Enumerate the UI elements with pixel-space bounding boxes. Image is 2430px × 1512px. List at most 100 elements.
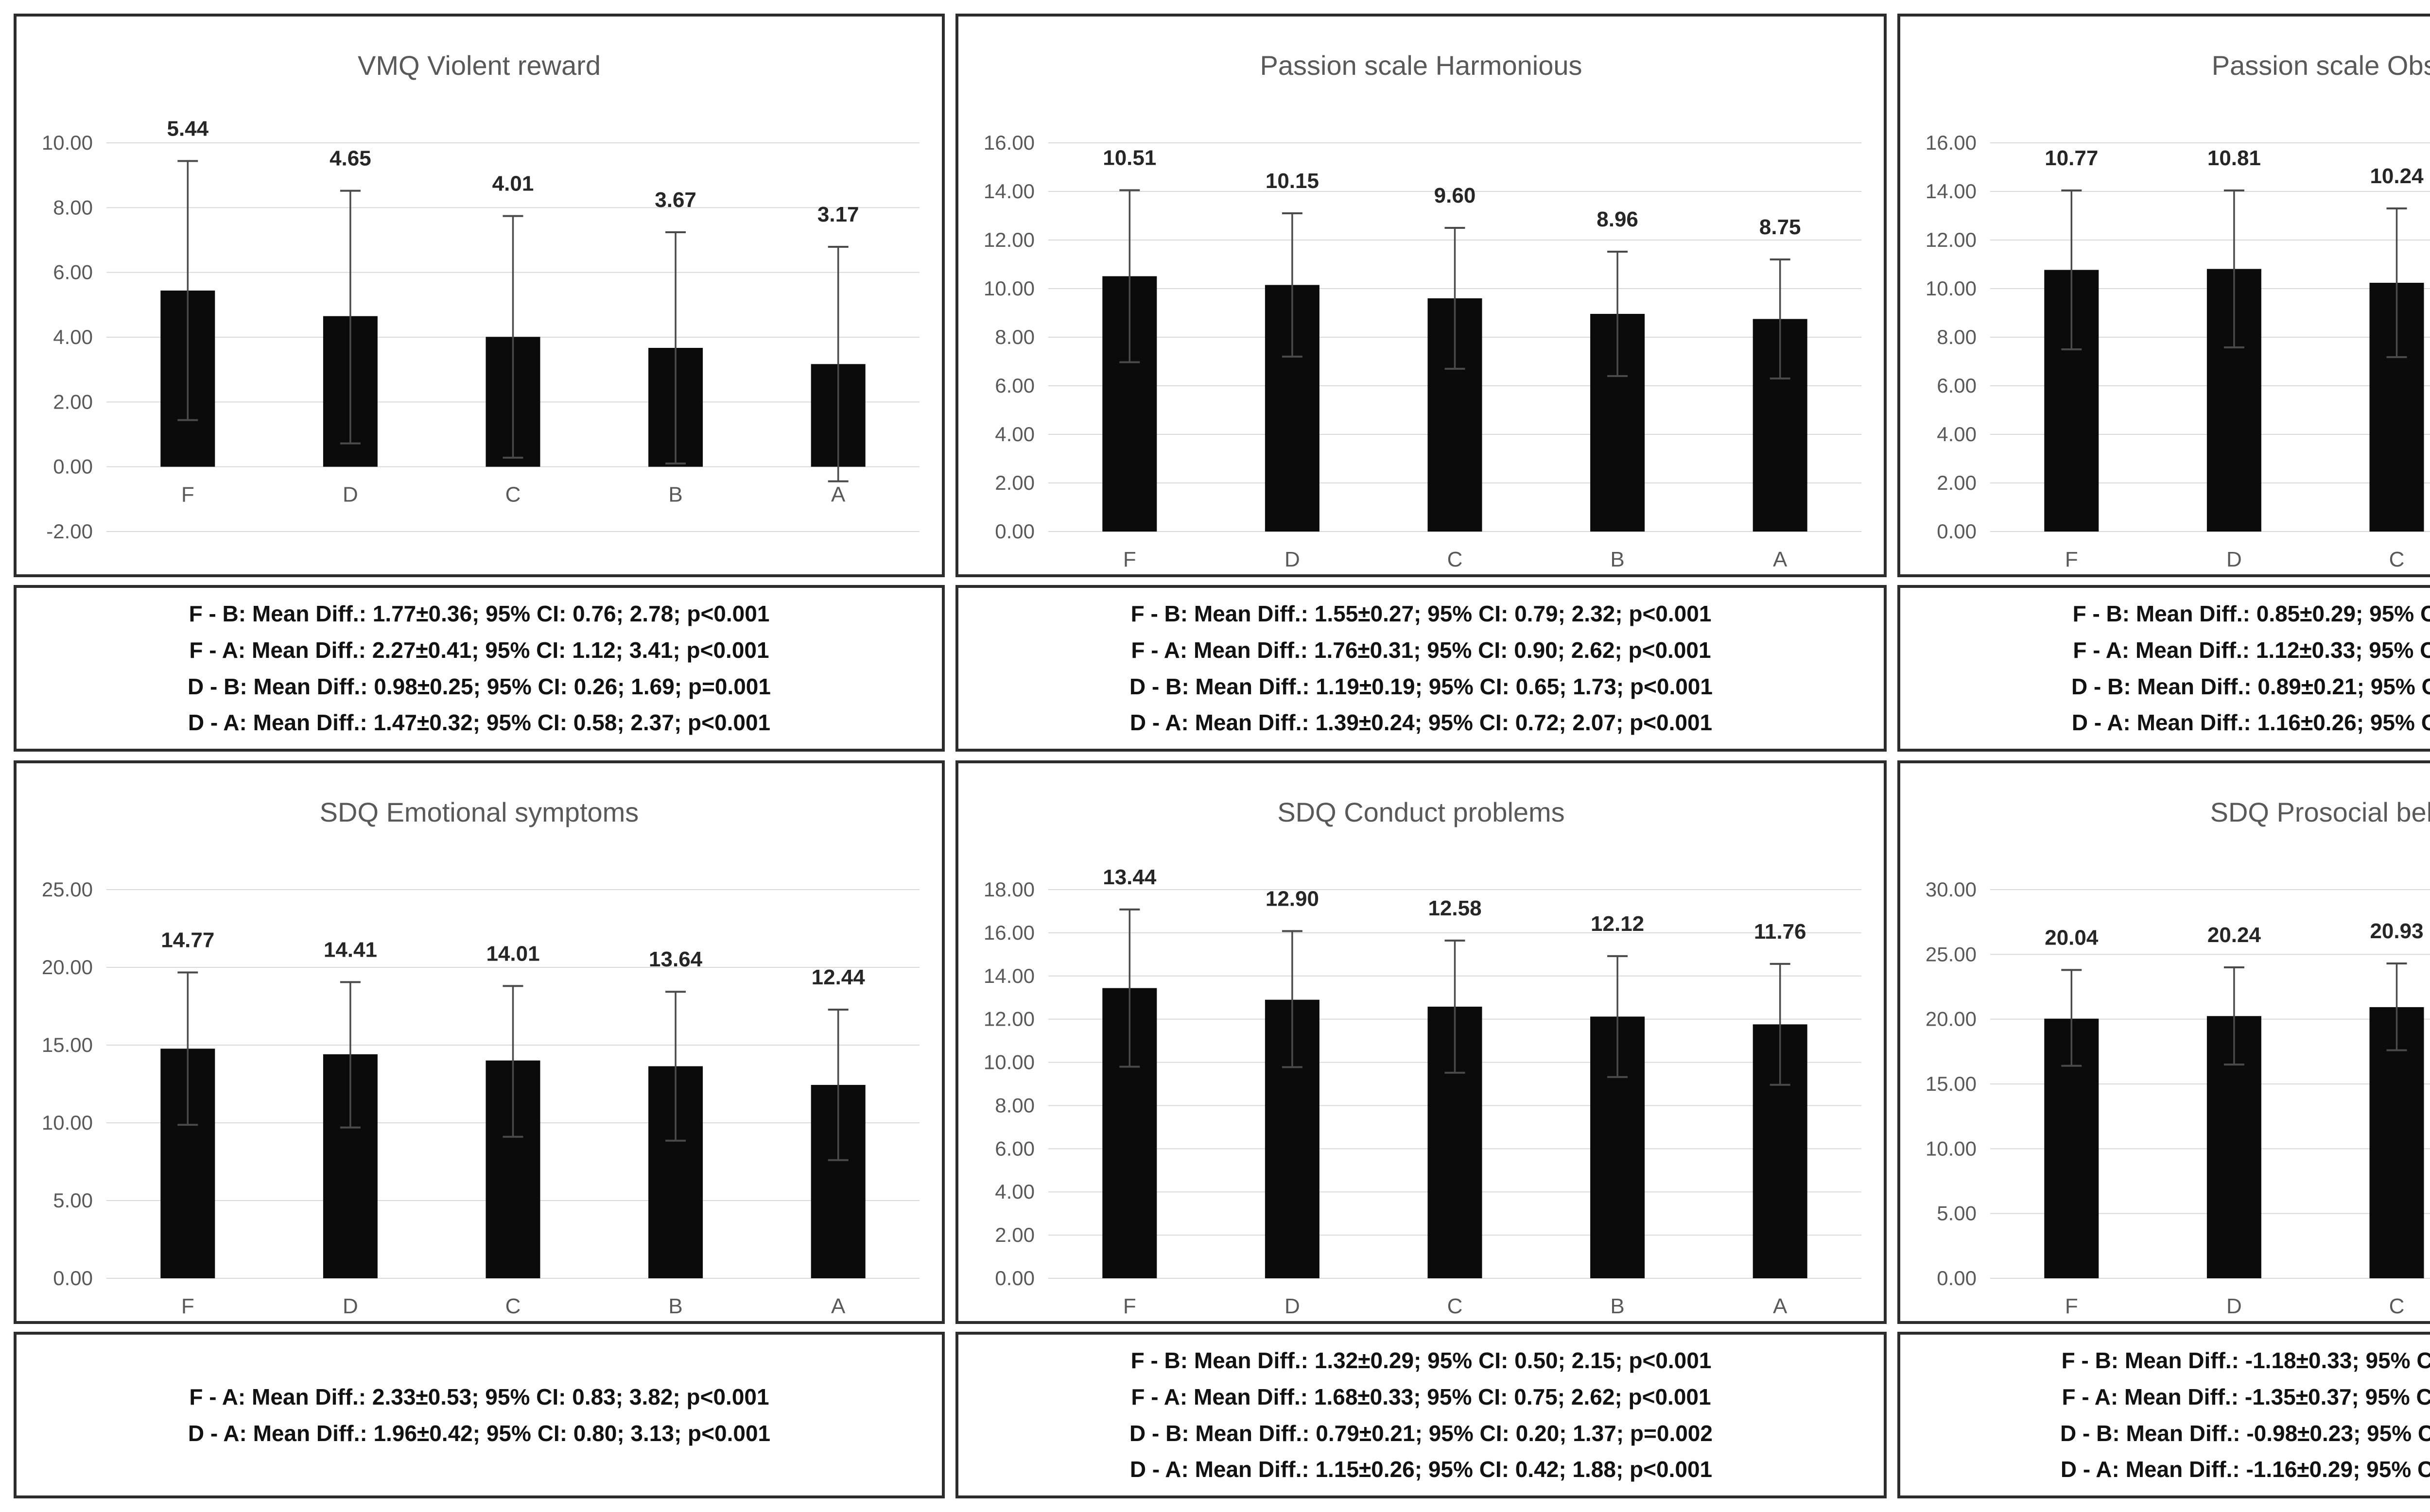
- y-tick-label: 6.00: [995, 1137, 1035, 1160]
- stat-line: F - A: Mean Diff.: -1.35±0.37; 95% CI: -…: [2062, 1384, 2430, 1409]
- stat-line: D - A: Mean Diff.: 1.96±0.42; 95% CI: 0.…: [188, 1420, 771, 1446]
- y-tick-label: 10.00: [1926, 277, 1977, 300]
- y-tick-label: 14.00: [984, 964, 1035, 987]
- category-label: F: [1123, 1294, 1136, 1318]
- y-tick-label: 6.00: [995, 374, 1035, 397]
- data-label: 5.44: [167, 117, 208, 140]
- stat-line: D - A: Mean Diff.: 1.15±0.26; 95% CI: 0.…: [1129, 1457, 1713, 1482]
- panel-sdq-conduct-problems: SDQ Conduct problems 0.00 2.00 4.00 6.00 8.0…: [955, 760, 1887, 1498]
- bar-chart-svg: SDQ Conduct problems 0.00 2.00 4.00 6.00 8.0…: [984, 797, 1861, 1318]
- y-tick-label: 25.00: [42, 878, 93, 901]
- category-label: B: [668, 483, 682, 507]
- category-label: D: [2226, 1294, 2242, 1318]
- category-label: B: [668, 1294, 682, 1318]
- stat-line: D - B: Mean Diff.: -0.98±0.23; 95% CI: -…: [2060, 1420, 2430, 1446]
- chart-title: SDQ Conduct problems: [1277, 797, 1564, 827]
- category-label: C: [2389, 548, 2405, 571]
- data-label: 8.75: [1759, 215, 1801, 239]
- y-tick-label: 0.00: [995, 520, 1035, 543]
- y-tick-label: 5.00: [1937, 1202, 1977, 1225]
- plot-area: 0.00 2.00 4.00 6.00 8.00 10.00 12.00 14.00 16.00…: [984, 865, 1861, 1318]
- plot-area: 0.00 2.00 4.00 6.00 8.00 10.00 12.00 14.00 16.00…: [984, 131, 1861, 571]
- y-tick-label: 0.00: [1937, 1267, 1977, 1289]
- stat-line: D - A: Mean Diff.: 1.47±0.32; 95% CI: 0.…: [188, 710, 771, 736]
- y-tick-label: 10.00: [42, 1111, 93, 1134]
- y-tick-label: 25.00: [1926, 943, 1977, 965]
- data-label: 12.58: [1428, 896, 1481, 920]
- y-tick-label: 4.00: [53, 326, 93, 348]
- category-label: B: [1610, 1294, 1624, 1318]
- data-label: 3.67: [655, 188, 696, 212]
- y-tick-label: 30.00: [1926, 878, 1977, 901]
- y-tick-label: 20.00: [1926, 1008, 1977, 1031]
- category-label: A: [1773, 548, 1788, 571]
- data-label: 13.44: [1103, 865, 1157, 889]
- stat-line: D - A: Mean Diff.: -1.16±0.29; 95% CI: -…: [2060, 1457, 2430, 1482]
- stat-line: F - B: Mean Diff.: 0.85±0.29; 95% CI: 0.…: [2072, 601, 2430, 627]
- data-label: 13.64: [649, 947, 703, 971]
- data-label: 14.41: [324, 938, 377, 962]
- category-label: C: [1447, 548, 1463, 571]
- category-label: D: [1284, 548, 1300, 571]
- y-tick-label: 12.00: [984, 1008, 1035, 1031]
- y-tick-label: 8.00: [995, 326, 1035, 348]
- panel-vmq-violent-reward: VMQ Violent reward -2.00 0.00 2.00 4.00 6.00…: [14, 14, 945, 752]
- stat-line: D - B: Mean Diff.: 0.98±0.25; 95% CI: 0.…: [188, 673, 771, 699]
- category-label: C: [505, 1294, 521, 1318]
- data-label: 20.04: [2045, 926, 2099, 949]
- y-tick-label: 2.00: [53, 390, 93, 413]
- chart-title: Passion scale Obsessive: [2212, 50, 2430, 81]
- data-label: 3.17: [817, 203, 859, 226]
- data-label: 12.12: [1591, 912, 1644, 936]
- data-label: 10.15: [1266, 169, 1319, 193]
- data-label: 12.44: [812, 965, 866, 989]
- chart-sdq-emotional-symptoms: SDQ Emotional symptoms 0.00 5.00 10.00 15.0…: [14, 760, 945, 1324]
- category-label: D: [1284, 1294, 1300, 1318]
- bar-chart-svg: SDQ Prosocial behaviour 0.00 5.00 10.00 15.…: [1926, 797, 2430, 1318]
- category-label: A: [831, 1294, 846, 1318]
- y-tick-label: 12.00: [1926, 228, 1977, 251]
- data-label: 10.51: [1103, 146, 1156, 170]
- y-tick-label: 8.00: [995, 1094, 1035, 1117]
- y-tick-label: 16.00: [1926, 131, 1977, 154]
- stat-line: D - B: Mean Diff.: 0.79±0.21; 95% CI: 0.…: [1129, 1420, 1713, 1446]
- y-tick-label: 10.00: [1926, 1137, 1977, 1160]
- stat-line: F - A: Mean Diff.: 2.27±0.41; 95% CI: 1.…: [189, 637, 769, 663]
- panel-sdq-emotional-symptoms: SDQ Emotional symptoms 0.00 5.00 10.00 15.0…: [14, 760, 945, 1498]
- category-label: A: [831, 483, 846, 507]
- y-tick-label: 0.00: [53, 455, 93, 478]
- plot-area: -2.00 0.00 2.00 4.00 6.00 8.00 10.00 5.44 F 4.65 D…: [42, 117, 920, 543]
- stat-line: F - A: Mean Diff.: 1.12±0.33; 95% CI: 0.…: [2073, 637, 2430, 663]
- data-label: 20.24: [2207, 923, 2261, 947]
- stat-line: D - A: Mean Diff.: 1.39±0.24; 95% CI: 0.…: [1129, 710, 1713, 736]
- stat-line: F - A: Mean Diff.: 1.68±0.33; 95% CI: 0.…: [1131, 1384, 1711, 1409]
- data-label: 8.96: [1597, 207, 1638, 231]
- stat-line: F - B: Mean Diff.: -1.18±0.33; 95% CI: -…: [2061, 1348, 2430, 1374]
- stats-box: F - B: Mean Diff.: -1.18±0.33; 95% CI: -…: [1897, 1332, 2430, 1498]
- y-tick-label: 2.00: [995, 1223, 1035, 1246]
- plot-area: 0.00 5.00 10.00 15.00 20.00 25.00 30.00 20.04 F 2…: [1926, 878, 2430, 1318]
- stat-line: F - B: Mean Diff.: 1.55±0.27; 95% CI: 0.…: [1130, 601, 1712, 627]
- chart-title: SDQ Emotional symptoms: [320, 797, 639, 827]
- y-tick-label: 2.00: [995, 471, 1035, 494]
- bar: [2369, 1007, 2424, 1278]
- y-tick-label: 12.00: [984, 228, 1035, 251]
- y-tick-label: 8.00: [53, 196, 93, 219]
- y-tick-label: 18.00: [984, 878, 1035, 901]
- category-label: F: [1123, 548, 1136, 571]
- stat-line: D - A: Mean Diff.: 1.16±0.26; 95% CI: 0.…: [2071, 710, 2430, 736]
- y-tick-label: 2.00: [1937, 471, 1977, 494]
- plot-area: 0.00 2.00 4.00 6.00 8.00 10.00 12.00 14.00 16.00…: [1926, 131, 2430, 571]
- y-tick-label: 16.00: [984, 921, 1035, 944]
- bar-chart-svg: Passion scale Harmonious 0.00 2.00 4.00 6.0…: [984, 50, 1861, 571]
- chart-sdq-prosocial-behaviour: SDQ Prosocial behaviour 0.00 5.00 10.00 15.…: [1897, 760, 2430, 1324]
- panel-sdq-prosocial-behaviour: SDQ Prosocial behaviour 0.00 5.00 10.00 15.…: [1897, 760, 2430, 1498]
- chart-sdq-conduct-problems: SDQ Conduct problems 0.00 2.00 4.00 6.00 8.0…: [955, 760, 1887, 1324]
- stats-box: F - B: Mean Diff.: 1.32±0.29; 95% CI: 0.…: [955, 1332, 1887, 1498]
- stat-line: F - A: Mean Diff.: 2.33±0.53; 95% CI: 0.…: [189, 1384, 769, 1409]
- data-label: 12.90: [1266, 887, 1319, 911]
- data-label: 9.60: [1434, 184, 1476, 207]
- data-label: 10.81: [2207, 146, 2261, 170]
- category-label: D: [2226, 548, 2242, 571]
